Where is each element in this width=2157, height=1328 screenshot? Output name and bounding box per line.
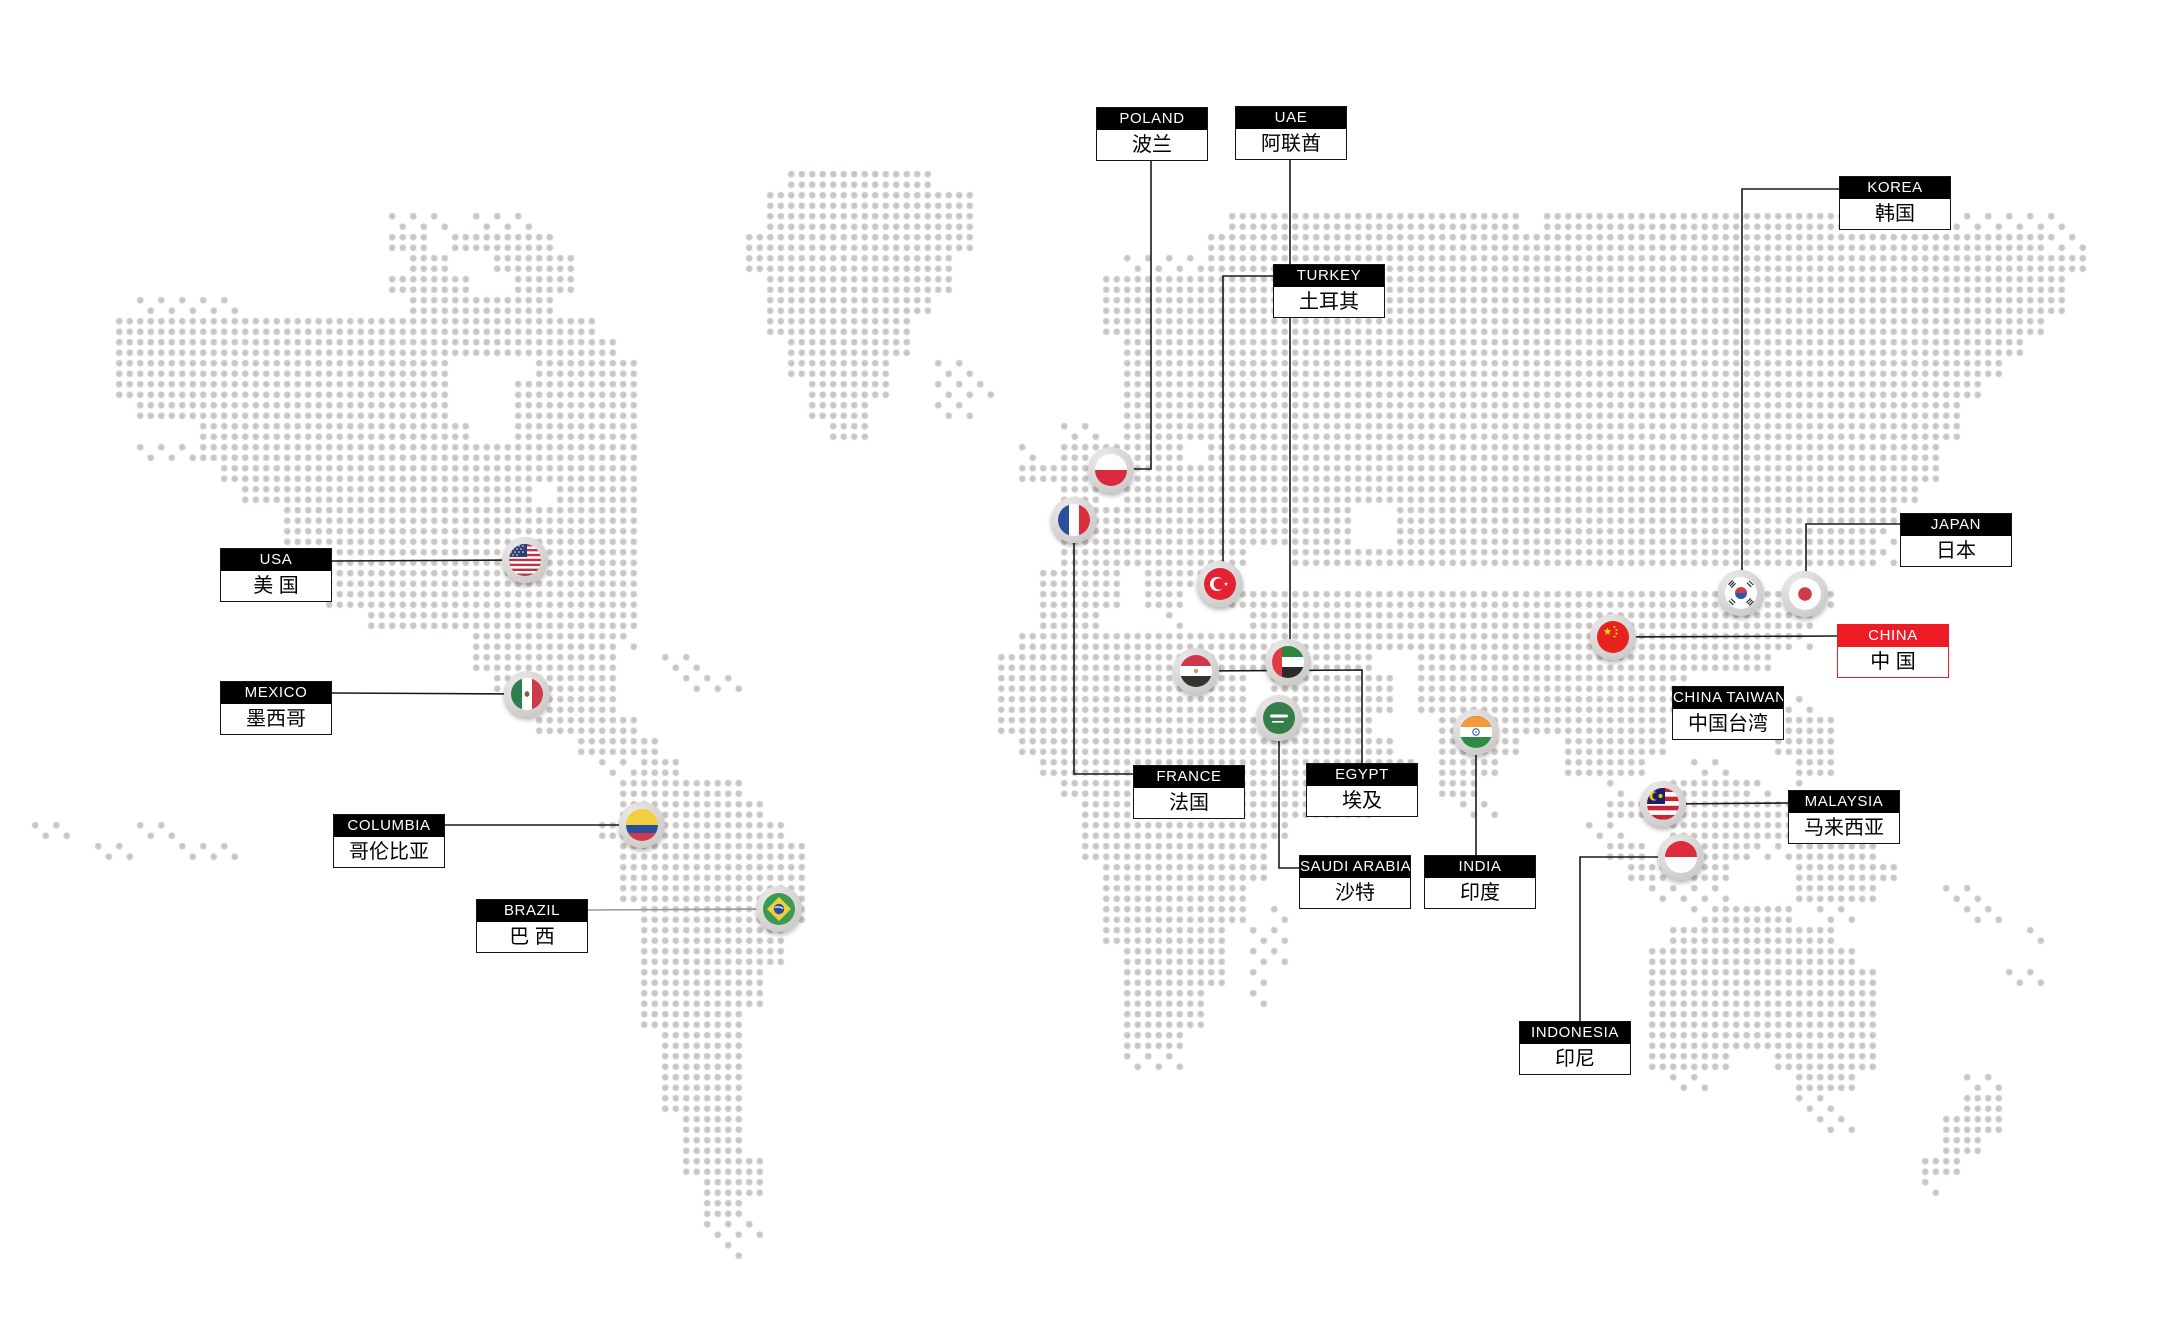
india-flag-marker xyxy=(1453,709,1499,755)
country-label-mexico: MEXICO 墨西哥 xyxy=(220,681,332,735)
country-name-en: COLUMBIA xyxy=(334,815,444,837)
country-label-korea: KOREA 韩国 xyxy=(1839,176,1951,230)
country-label-egypt: EGYPT 埃及 xyxy=(1306,763,1418,817)
country-name-zh: 印尼 xyxy=(1555,1048,1595,1070)
country-name-en: MALAYSIA xyxy=(1789,791,1899,813)
saudi_arabia-flag-icon xyxy=(1263,702,1295,734)
columbia-flag-icon xyxy=(626,809,658,841)
country-name-zh: 巴 西 xyxy=(509,926,555,948)
country-name-zh: 墨西哥 xyxy=(246,708,306,730)
country-name-zh: 埃及 xyxy=(1342,790,1382,812)
country-label-china: CHINA 中 国 xyxy=(1837,624,1949,678)
usa-leader-line xyxy=(331,559,526,562)
country-label-saudi_arabia: SAUDI ARABIA 沙特 xyxy=(1299,855,1411,909)
brazil-flag-marker xyxy=(756,886,802,932)
country-label-brazil: BRAZIL 巴 西 xyxy=(476,899,588,953)
country-name-zh: 沙特 xyxy=(1335,882,1375,904)
indonesia-flag-marker xyxy=(1658,834,1704,880)
country-label-turkey: TURKEY 土耳其 xyxy=(1273,264,1385,318)
poland-flag-icon xyxy=(1095,454,1127,486)
country-name-en: POLAND xyxy=(1097,108,1207,130)
poland-leader-line xyxy=(1133,159,1152,470)
country-label-usa: USA 美 国 xyxy=(220,548,332,602)
country-name-zh: 阿联酋 xyxy=(1261,133,1321,155)
country-label-china_taiwan: CHINA TAIWAN 中国台湾 xyxy=(1672,686,1784,740)
country-name-zh: 波兰 xyxy=(1132,134,1172,156)
country-name-en: BRAZIL xyxy=(477,900,587,922)
indonesia-flag-icon xyxy=(1665,841,1697,873)
china-flag-icon xyxy=(1597,621,1629,653)
country-name-en: JAPAN xyxy=(1901,514,2011,536)
mexico-flag-marker xyxy=(504,671,550,717)
france-leader-line xyxy=(1073,520,1133,775)
usa-flag-icon xyxy=(509,544,541,576)
turkey-flag-icon xyxy=(1204,568,1236,600)
country-label-malaysia: MALAYSIA 马来西亚 xyxy=(1788,790,1900,844)
columbia-flag-marker xyxy=(619,802,665,848)
country-name-zh: 中国台湾 xyxy=(1688,713,1768,735)
indonesia-leader-line xyxy=(1579,856,1681,1021)
brazil-flag-icon xyxy=(763,893,795,925)
india-flag-icon xyxy=(1460,716,1492,748)
poland-flag-marker xyxy=(1088,447,1134,493)
malaysia-flag-icon xyxy=(1647,788,1679,820)
korea-flag-marker xyxy=(1718,570,1764,616)
mexico-flag-icon xyxy=(511,678,543,710)
japan-leader-line xyxy=(1805,523,1900,594)
japan-flag-marker xyxy=(1782,571,1828,617)
turkey-leader-line xyxy=(1222,275,1273,584)
country-name-en: UAE xyxy=(1236,107,1346,129)
saudi_arabia-flag-marker xyxy=(1256,695,1302,741)
country-name-en: CHINA TAIWAN xyxy=(1673,687,1783,709)
country-name-zh: 日本 xyxy=(1936,540,1976,562)
mexico-leader-line xyxy=(331,692,528,695)
france-flag-marker xyxy=(1051,497,1097,543)
country-name-zh: 哥伦比亚 xyxy=(349,841,429,863)
france-flag-icon xyxy=(1058,504,1090,536)
country-label-france: FRANCE 法国 xyxy=(1133,765,1245,819)
malaysia-flag-marker xyxy=(1640,781,1686,827)
uae-flag-marker xyxy=(1265,639,1311,685)
country-name-en: TURKEY xyxy=(1274,265,1384,287)
uae-flag-icon xyxy=(1272,646,1304,678)
country-label-columbia: COLUMBIA 哥伦比亚 xyxy=(333,814,445,868)
country-name-en: FRANCE xyxy=(1134,766,1244,788)
turkey-flag-marker xyxy=(1197,561,1243,607)
korea-leader-line xyxy=(1741,188,1839,593)
country-name-zh: 马来西亚 xyxy=(1804,817,1884,839)
egypt-leader-line xyxy=(1195,669,1363,763)
country-name-en: SAUDI ARABIA xyxy=(1300,856,1410,878)
country-name-zh: 美 国 xyxy=(253,575,299,597)
country-name-en: INDONESIA xyxy=(1520,1022,1630,1044)
china-leader-line xyxy=(1612,635,1838,638)
country-label-poland: POLAND 波兰 xyxy=(1096,107,1208,161)
country-name-zh: 韩国 xyxy=(1875,203,1915,225)
usa-flag-marker xyxy=(502,537,548,583)
japan-flag-icon xyxy=(1789,578,1821,610)
country-name-en: CHINA xyxy=(1838,625,1948,647)
country-label-uae: UAE 阿联酋 xyxy=(1235,106,1347,160)
country-name-en: USA xyxy=(221,549,331,571)
korea-flag-icon xyxy=(1725,577,1757,609)
country-label-india: INDIA 印度 xyxy=(1424,855,1536,909)
brazil-leader-line xyxy=(585,908,780,911)
saudi_arabia-leader-line xyxy=(1278,718,1299,869)
country-name-en: KOREA xyxy=(1840,177,1950,199)
country-name-en: MEXICO xyxy=(221,682,331,704)
egypt-flag-marker xyxy=(1173,648,1219,694)
country-name-zh: 印度 xyxy=(1460,882,1500,904)
egypt-flag-icon xyxy=(1180,655,1212,687)
country-name-zh: 土耳其 xyxy=(1299,291,1359,313)
country-label-indonesia: INDONESIA 印尼 xyxy=(1519,1021,1631,1075)
country-label-japan: JAPAN 日本 xyxy=(1900,513,2012,567)
china-flag-marker xyxy=(1590,614,1636,660)
country-name-zh: 法国 xyxy=(1169,792,1209,814)
country-name-en: INDIA xyxy=(1425,856,1535,878)
country-name-en: EGYPT xyxy=(1307,764,1417,786)
country-name-zh: 中 国 xyxy=(1870,651,1916,673)
